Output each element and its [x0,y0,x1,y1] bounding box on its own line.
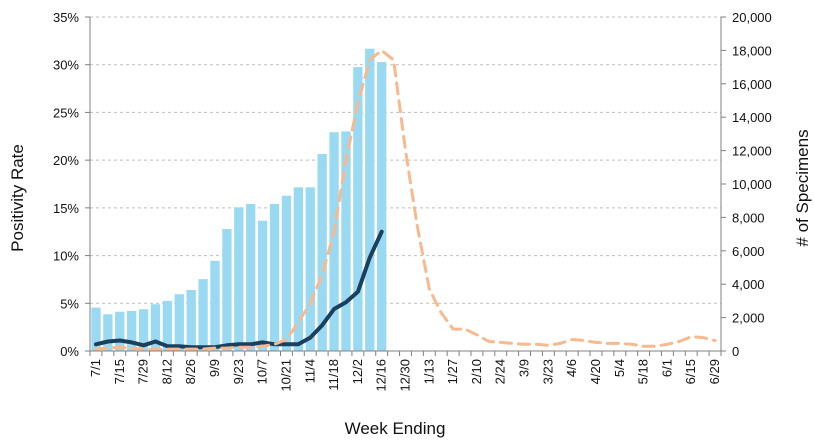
specimen-bar [305,187,315,351]
specimen-bar [341,131,351,351]
specimen-bar [281,195,292,351]
x-tick-label: 10/7 [255,359,270,384]
x-tick-label: 6/1 [659,359,674,377]
x-tick-label: 7/29 [136,359,151,384]
x-tick-label: 3/9 [517,359,532,377]
specimen-bar [222,229,232,351]
specimen-bar [257,220,268,351]
x-tick-label: 7/1 [88,359,103,377]
x-tick-label: 6/15 [683,359,698,384]
x-tick-label: 4/20 [588,359,603,384]
x-axis-title: Week Ending [345,419,446,438]
specimen-bar [293,187,303,351]
y-right-tick-label: 20,000 [732,10,772,25]
y-left-tick-label: 5% [60,296,79,311]
x-tick-label: 11/4 [302,359,317,383]
x-tick-label: 2/24 [493,359,508,384]
specimen-bar [234,207,244,351]
specimen-bar [246,204,256,351]
x-tick-label: 1/27 [445,359,460,384]
y-right-tick-label: 0 [732,344,739,359]
specimen-bar [103,314,113,351]
y-left-tick-label: 15% [53,201,79,216]
x-tick-label: 6/29 [707,359,722,384]
specimen-bar [198,279,208,351]
y-left-tick-label: 0% [60,344,79,359]
y-axis-right-title: # of Specimens [793,129,812,246]
tick-labels: 0% 5% 10% 15% 20% 25% 30% 35% 0 2,000 4,000 6,000 8,… [53,10,772,392]
y-right-tick-label: 4,000 [732,277,765,292]
axes [85,16,726,356]
y-axis-left-title: Positivity Rate [8,144,27,252]
specimen-bar [353,67,363,351]
specimen-bar [150,304,161,351]
y-right-tick-label: 10,000 [732,177,772,192]
x-tick-label: 9/23 [231,359,246,384]
y-right-tick-label: 12,000 [732,144,772,159]
specimen-bars [91,48,387,352]
x-tick-label: 12/2 [350,359,365,384]
x-tick-label: 3/23 [540,359,555,384]
y-right-tick-label: 18,000 [732,43,772,58]
specimen-bar [174,294,184,351]
y-right-tick-label: 14,000 [732,110,772,125]
positivity-lines [94,48,717,351]
specimen-bar [365,48,375,351]
y-right-tick-label: 8,000 [732,210,765,225]
specimen-bar [162,300,173,351]
y-left-tick-label: 25% [53,105,79,120]
specimen-bar [317,153,327,351]
specimen-bar [115,311,125,351]
current-season-positivity-line [94,229,384,350]
x-tick-label: 8/26 [183,359,198,384]
y-right-tick-label: 2,000 [732,311,765,326]
y-left-tick-label: 10% [53,249,79,264]
y-left-tick-label: 35% [53,10,79,25]
specimen-bar [138,309,149,351]
x-tick-label: 7/15 [112,359,127,384]
specimen-bar [91,307,101,351]
y-left-tick-label: 30% [53,58,79,73]
y-right-tick-label: 16,000 [732,77,772,92]
specimen-bar [377,62,387,352]
y-right-tick-label: 6,000 [732,244,765,259]
x-tick-label: 2/10 [469,359,484,384]
x-tick-label: 10/21 [278,359,293,392]
x-tick-label: 5/4 [612,359,627,377]
specimen-bar [329,132,339,351]
specimen-bar [269,204,280,351]
specimen-bar [210,260,220,351]
x-tick-label: 12/16 [374,359,389,392]
x-tick-label: 12/30 [398,359,413,392]
x-tick-label: 8/12 [159,359,174,384]
x-tick-label: 11/18 [326,359,341,391]
x-tick-label: 5/18 [636,359,651,384]
x-tick-label: 9/9 [207,359,222,377]
specimen-bar [186,290,196,351]
previous-season-positivity-line [94,48,717,351]
specimen-bar [127,310,137,351]
y-left-tick-label: 20% [53,153,79,168]
x-tick-label: 1/13 [421,359,436,384]
x-tick-label: 4/6 [564,359,579,377]
